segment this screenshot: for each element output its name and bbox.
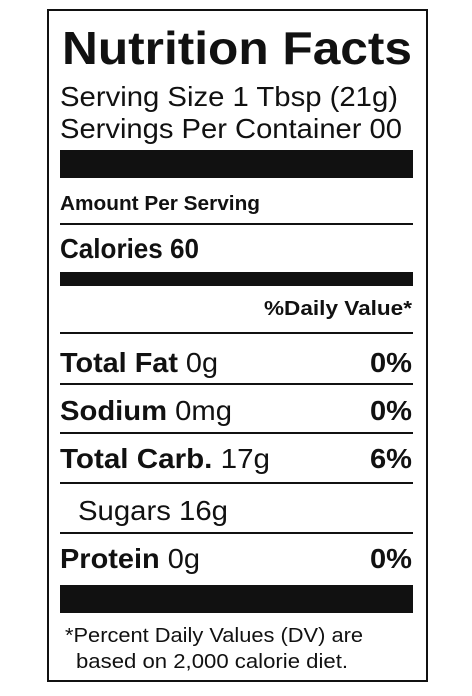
- footnote-line: based on 2,000 calorie diet.: [76, 651, 348, 673]
- label-title: Nutrition Facts: [62, 22, 412, 74]
- divider: [60, 532, 413, 534]
- nutrient-name: Sugars: [78, 495, 171, 526]
- serving-size: Serving Size 1 Tbsp (21g): [60, 81, 398, 112]
- nutrient-row: Total Carb. 17g: [60, 443, 270, 474]
- nutrient-dv: 0%: [370, 347, 412, 378]
- nutrient-amount: 0g: [186, 347, 218, 378]
- nutrient-dv: 0%: [370, 395, 412, 426]
- nutrient-dv: 6%: [370, 443, 412, 474]
- medium-divider: [60, 272, 413, 286]
- divider: [60, 482, 413, 484]
- nutrient-row: Total Fat 0g: [60, 347, 218, 378]
- nutrient-name: Protein: [60, 543, 160, 574]
- servings-per-container: Servings Per Container 00: [60, 113, 402, 144]
- nutrient-row: Sodium 0mg: [60, 395, 232, 426]
- nutrient-name: Total Carb.: [60, 443, 212, 474]
- label-border: [47, 9, 428, 682]
- calories: Calories 60: [60, 233, 199, 264]
- divider: [60, 223, 413, 225]
- nutrient-row: Sugars 16g: [78, 495, 228, 526]
- thick-divider: [60, 150, 413, 178]
- divider: [60, 432, 413, 434]
- divider: [60, 332, 413, 334]
- thick-divider: [60, 585, 413, 613]
- calories-value: 60: [170, 233, 199, 264]
- nutrient-amount: 0g: [168, 543, 200, 574]
- divider: [60, 383, 413, 385]
- daily-value-header: %Daily Value*: [264, 298, 412, 320]
- amount-per-serving: Amount Per Serving: [60, 193, 260, 215]
- footnote-line: *Percent Daily Values (DV) are: [65, 625, 363, 647]
- calories-label: Calories: [60, 233, 163, 264]
- nutrient-name: Total Fat: [60, 347, 178, 378]
- nutrient-dv: 0%: [370, 543, 412, 574]
- nutrient-amount: 17g: [221, 443, 270, 474]
- nutrient-amount: 16g: [179, 495, 228, 526]
- nutrient-amount: 0mg: [175, 395, 232, 426]
- nutrient-name: Sodium: [60, 395, 167, 426]
- nutrient-row: Protein 0g: [60, 543, 200, 574]
